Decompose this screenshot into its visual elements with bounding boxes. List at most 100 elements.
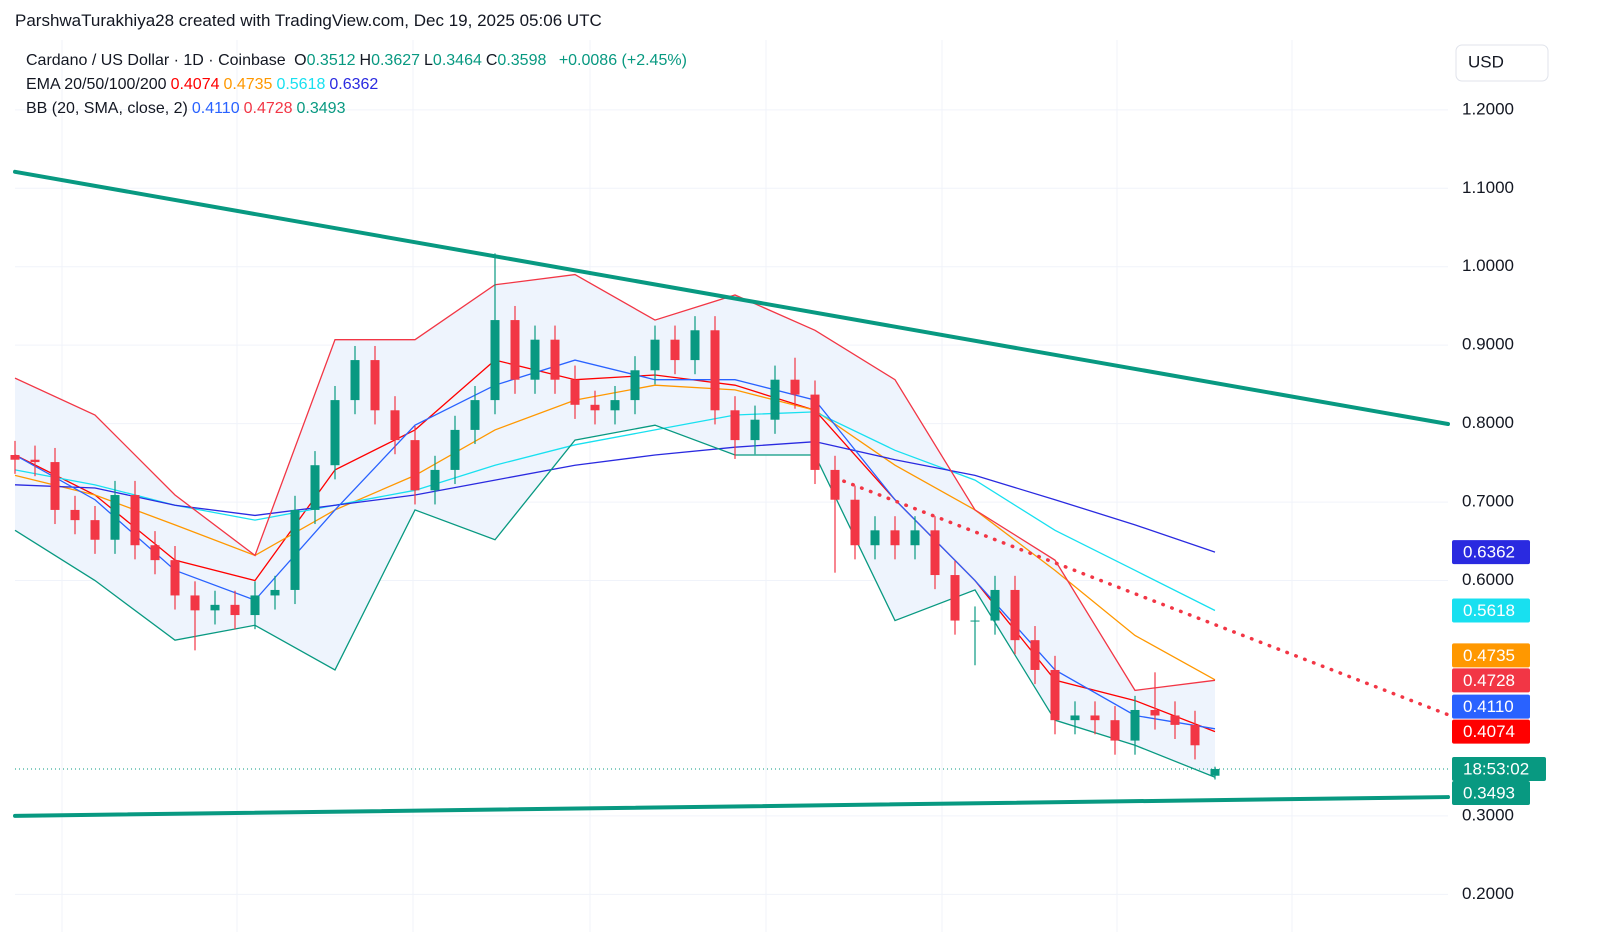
- indicator-value: 0.4728: [243, 100, 293, 117]
- indicator-value: 0.5618: [276, 76, 326, 93]
- price-badge: 0.3493: [1463, 783, 1515, 802]
- candle-body: [930, 530, 940, 576]
- candle-body: [1010, 589, 1020, 641]
- candle-body: [1190, 724, 1200, 746]
- candle-body: [570, 379, 580, 405]
- candle-body: [470, 400, 480, 430]
- price-badge-bg: [1452, 780, 1530, 805]
- candle-body: [290, 509, 300, 590]
- indicator-value: 0.4735: [223, 76, 273, 93]
- candle-body: [1030, 640, 1040, 670]
- candle-body: [810, 394, 820, 470]
- candle-body: [1090, 715, 1100, 721]
- candle-body: [110, 495, 120, 540]
- ohlc-value: 0.3464: [432, 52, 482, 69]
- candle-body: [250, 595, 260, 616]
- candle-body: [710, 330, 720, 411]
- candle-body: [950, 575, 960, 621]
- y-tick-label: 0.3000: [1462, 805, 1514, 824]
- candle-body: [90, 520, 100, 540]
- ohlc-key: L: [424, 52, 433, 69]
- ohlc: O0.3512 H0.3627 L0.3464 C0.3598: [294, 52, 550, 69]
- price-badge: 0.6362: [1463, 543, 1515, 562]
- indicator-value: 0.4110: [191, 100, 240, 117]
- candle-body: [70, 509, 80, 521]
- y-tick-label: 0.6000: [1462, 570, 1514, 589]
- candle-body: [390, 410, 400, 441]
- y-tick-label: 1.0000: [1462, 256, 1514, 275]
- candle-body: [150, 545, 160, 561]
- price-badge-bg: [1452, 540, 1530, 565]
- price-badge: 0.4728: [1463, 671, 1515, 690]
- y-tick-label: 1.2000: [1462, 99, 1514, 118]
- candle-body: [910, 530, 920, 546]
- change: +0.0086 (+2.45%): [558, 52, 687, 69]
- countdown-bg: [1452, 756, 1546, 781]
- ohlc-value: 0.3598: [497, 52, 547, 69]
- y-tick-label: 0.8000: [1462, 413, 1514, 432]
- candle-body: [1150, 709, 1160, 716]
- candle-body: [1210, 768, 1220, 776]
- y-tick-label: 0.7000: [1462, 492, 1514, 511]
- legend-price: Cardano / US Dollar · 1D · Coinbase O0.3…: [26, 52, 691, 70]
- candle-body: [210, 604, 220, 611]
- candle-body: [790, 379, 800, 395]
- ohlc-value: 0.3627: [371, 52, 421, 69]
- candle-body: [270, 589, 280, 596]
- candle-body: [170, 560, 180, 596]
- y-tick-label: 0.9000: [1462, 335, 1514, 354]
- candle-body: [310, 465, 320, 510]
- candle-body: [830, 469, 840, 500]
- candle-body: [650, 339, 660, 371]
- symbol-title: Cardano / US Dollar · 1D · Coinbase: [26, 52, 286, 69]
- currency: USD: [1468, 52, 1504, 71]
- candle-body: [1050, 669, 1060, 721]
- candle-body: [1170, 715, 1180, 725]
- ohlc-value: 0.3512: [306, 52, 356, 69]
- price-badge: 0.4074: [1463, 722, 1515, 741]
- candle-body: [890, 530, 900, 546]
- candle-body: [530, 339, 540, 380]
- price-badge: 0.5618: [1463, 601, 1515, 620]
- ohlc-key: O: [294, 52, 307, 69]
- candle-body: [370, 360, 380, 411]
- candle-body: [670, 339, 680, 361]
- ohlc-key: H: [359, 52, 372, 69]
- candle-body: [610, 400, 620, 411]
- candle-body: [1130, 709, 1140, 741]
- indicator-value: 0.6362: [329, 76, 379, 93]
- y-tick-label: 1.1000: [1462, 178, 1514, 197]
- candle-body: [50, 462, 60, 510]
- trendline: [13, 795, 1450, 818]
- candle-body: [230, 604, 240, 616]
- candle-body: [430, 469, 440, 491]
- price-badge-bg: [1452, 668, 1530, 693]
- y-tick-label: 0.2000: [1462, 884, 1514, 903]
- trendline: [13, 169, 1450, 427]
- price-badge-bg: [1452, 643, 1530, 668]
- legend-ema: EMA 20/50/100/200 0.4074 0.4735 0.5618 0.636…: [26, 76, 382, 94]
- ohlc-key: C: [485, 52, 498, 69]
- candle-body: [510, 320, 520, 380]
- price-badge: 0.4735: [1463, 646, 1515, 665]
- candle-body: [550, 339, 560, 380]
- candle-body: [630, 370, 640, 401]
- indicator-value: 0.3493: [296, 100, 346, 117]
- candle-body: [730, 410, 740, 441]
- candle-body: [870, 530, 880, 546]
- price-badge-bg: [1452, 694, 1530, 719]
- indicator-line: [14, 424, 1216, 778]
- price-badge-bg: [1452, 719, 1530, 744]
- candle-body: [410, 440, 420, 491]
- candle-body: [1070, 715, 1080, 721]
- countdown: 18:53:02: [1463, 759, 1529, 778]
- candle-body: [190, 595, 200, 611]
- indicator-value: 0.4074: [170, 76, 220, 93]
- candle-body: [770, 379, 780, 420]
- candle-body: [10, 455, 20, 460]
- candle-body: [30, 459, 40, 463]
- bb-fill: [15, 274, 1215, 778]
- candle-body: [850, 499, 860, 546]
- candle-body: [970, 620, 980, 622]
